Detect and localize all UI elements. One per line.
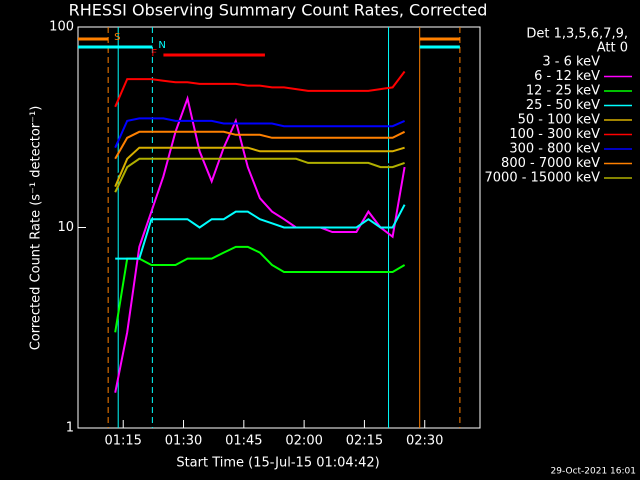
series-line [114,117,406,149]
legend-label: 6 - 12 keV [534,69,600,84]
legend-label: 3 - 6 keV [542,55,600,70]
legend-label: 100 - 300 keV [509,127,600,142]
x-tick-label: 02:00 [285,434,322,449]
series-line [115,204,406,260]
series-line [114,146,405,187]
chart-title: RHESSI Observing Summary Count Rates, Co… [69,1,488,20]
flag-label: F [151,48,157,59]
x-tick-label: 01:30 [165,434,202,449]
legend-label: 25 - 50 keV [526,98,600,113]
x-tick-label: 02:15 [346,434,383,449]
y-axis-label: Corrected Count Rate (s⁻¹ detector⁻¹) [29,106,44,351]
legend-label: 800 - 7000 keV [501,156,600,171]
y-tick-label: 100 [49,20,74,35]
y-tick-label: 1 [66,421,74,436]
legend-label: 7000 - 15000 keV [485,171,601,186]
x-tick-label: 01:15 [104,434,141,449]
flag-label: S [114,32,120,43]
legend-label: 12 - 25 keV [526,84,600,99]
series-line [114,245,406,333]
legend-header: Att 0 [597,41,628,56]
x-axis-label: Start Time (15-Jul-15 01:04:42) [176,456,379,471]
series-line [114,130,406,160]
series-line [114,157,405,193]
x-tick-label: 01:45 [225,434,262,449]
legend-label: 300 - 800 keV [509,142,600,157]
flag-label: N [158,40,165,51]
legend-header: Det 1,3,5,6,7,9, [526,27,628,42]
y-tick-label: 10 [57,220,74,235]
series-line [114,70,406,108]
series-line [114,94,406,393]
legend-label: 50 - 100 keV [518,113,601,128]
x-tick-label: 02:30 [406,434,443,449]
footer: 29-Oct-2021 16:01 [551,467,636,477]
